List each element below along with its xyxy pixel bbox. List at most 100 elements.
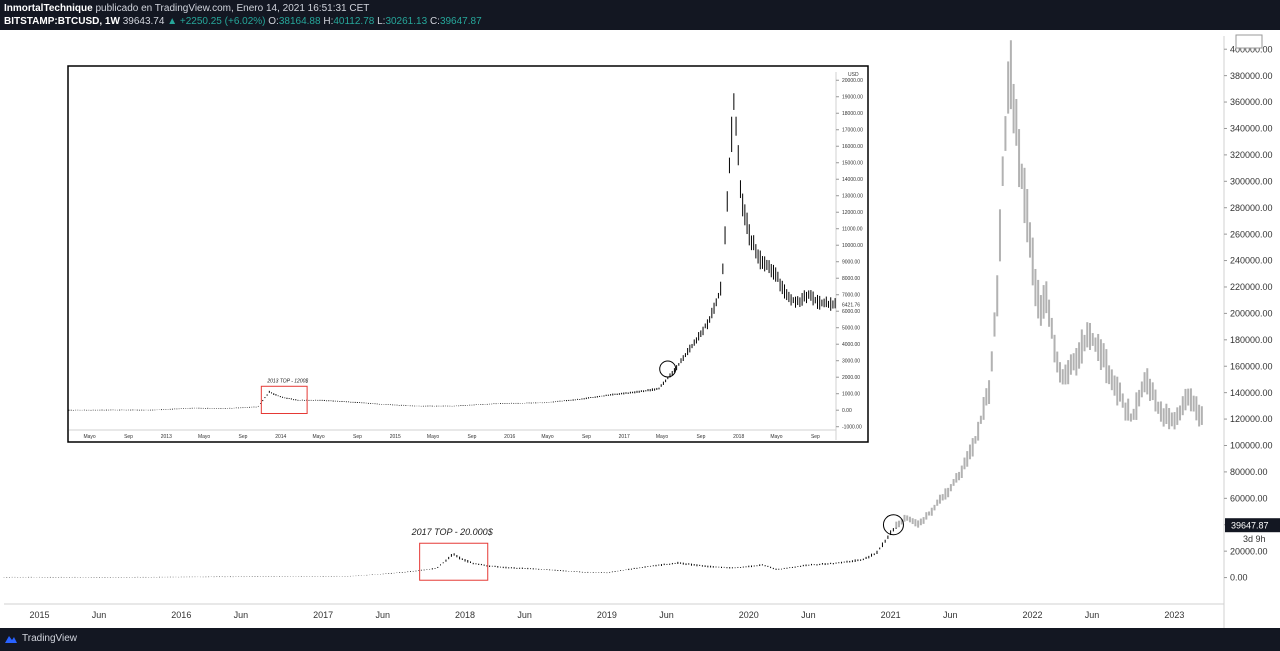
main-y-tick-label: 140000.00 — [1230, 388, 1273, 398]
main-y-tick-label: 360000.00 — [1230, 97, 1273, 107]
last-price-label: 39647.87 — [1231, 521, 1269, 531]
inset-y-tick-label: 10000.00 — [842, 243, 863, 249]
inset-y-tick-label: 15000.00 — [842, 160, 863, 166]
inset-y-tick-label: 9000.00 — [842, 259, 860, 265]
inset-y-tick-label: 16000.00 — [842, 144, 863, 150]
main-group: 0.0020000.0040000.0060000.0080000.001000… — [3, 34, 1273, 628]
inset-x-tick-label: Sep — [353, 434, 362, 440]
main-y-tick-label: 220000.00 — [1230, 282, 1273, 292]
main-y-tick-label: 200000.00 — [1230, 309, 1273, 319]
inset-last-price-label: 6421.76 — [842, 303, 860, 309]
symbol-info: BITSTAMP:BTCUSD, 1W 39643.74 ▲ +2250.25 … — [4, 16, 482, 27]
inset-x-tick-label: Mayo — [770, 434, 782, 440]
inset-group: -1000.00 0.00 1000.00 2000.00 3000.00 4000.00… — [68, 72, 863, 440]
inset-x-tick-label: 2013 — [161, 434, 172, 440]
low-value: 30261.13 — [385, 16, 428, 27]
main-x-tick-label: 2023 — [1164, 610, 1184, 620]
inset-x-tick-label: Mayo — [541, 434, 553, 440]
inset-x-tick-label: Mayo — [656, 434, 668, 440]
publish-text: publicado en TradingView.com, Enero 14, … — [95, 3, 370, 14]
main-top-highlight-box — [419, 542, 489, 581]
price-change: ▲ +2250.25 (+6.02%) — [167, 16, 266, 27]
inset-x-tick-label: Mayo — [83, 434, 95, 440]
main-x-tick-label: 2022 — [1022, 610, 1042, 620]
last-price-tag — [1225, 518, 1280, 533]
inset-y-tick-label: 2000.00 — [842, 375, 860, 381]
inset-top-annotation: 2013 TOP - 1200$ — [266, 378, 308, 384]
main-y-tick-label: 280000.00 — [1230, 203, 1273, 213]
main-x-tick-label: Jun — [92, 610, 107, 620]
inset-y-tick-label: 5000.00 — [842, 325, 860, 331]
inset-y-tick-label: 13000.00 — [842, 193, 863, 199]
chart-header: InmortalTechnique publicado en TradingVi… — [0, 0, 1280, 30]
high-value: 40112.78 — [333, 16, 375, 27]
main-breakout-circle — [882, 514, 904, 536]
inset-x-tick-label: Mayo — [198, 434, 210, 440]
main-y-tick-label: 380000.00 — [1230, 71, 1273, 81]
price-chart[interactable]: 0.0020000.0040000.0060000.0080000.001000… — [0, 30, 1280, 628]
inset-x-tick-label: 2016 — [504, 434, 515, 440]
inset-unit-label: USD — [848, 72, 859, 78]
main-y-tick-label: 20000.00 — [1230, 546, 1268, 556]
close-value: 39647.87 — [439, 16, 482, 27]
main-x-tick-label: 2018 — [455, 610, 475, 620]
symbol-label[interactable]: BITSTAMP:BTCUSD, 1W — [4, 16, 120, 27]
publish-info: InmortalTechnique publicado en TradingVi… — [4, 3, 369, 14]
inset-y-tick-label: 1000.00 — [842, 391, 860, 397]
main-y-tick-label: 120000.00 — [1230, 414, 1273, 424]
inset-x-tick-label: Mayo — [312, 434, 324, 440]
main-y-tick-label: 320000.00 — [1230, 150, 1273, 160]
main-y-tick-label: 340000.00 — [1230, 124, 1273, 134]
main-x-tick-label: 2019 — [597, 610, 617, 620]
inset-y-tick-label: 20000.00 — [842, 78, 863, 84]
inset-x-tick-label: 2018 — [733, 434, 744, 440]
usd-unit-box — [1235, 34, 1263, 49]
open-value: 38164.88 — [278, 16, 321, 27]
tradingview-logo-icon[interactable] — [4, 634, 18, 644]
open-label: O: — [268, 16, 279, 27]
main-y-tick-label: 180000.00 — [1230, 335, 1273, 345]
inset-x-tick-label: Sep — [582, 434, 591, 440]
main-x-tick-label: Jun — [1085, 610, 1100, 620]
inset-x-tick-label: Sep — [696, 434, 705, 440]
inset-y-tick-label: 17000.00 — [842, 127, 863, 133]
brand-name[interactable]: TradingView — [22, 633, 78, 644]
inset-x-tick-label: 2015 — [390, 434, 401, 440]
inset-y-tick-label: 4000.00 — [842, 342, 860, 348]
footer-bar: TradingView — [0, 628, 1280, 651]
countdown-label: 3d 9h — [1243, 534, 1266, 544]
close-label: C: — [429, 16, 440, 27]
main-x-tick-label: Jun — [659, 610, 674, 620]
author-name[interactable]: InmortalTechnique — [4, 3, 93, 14]
inset-y-tick-label: -1000.00 — [842, 424, 862, 430]
main-x-tick-label: Jun — [517, 610, 532, 620]
inset-y-tick-label: 6000.00 — [842, 309, 860, 315]
main-y-tick-label: 80000.00 — [1230, 467, 1268, 477]
inset-y-tick-label: 3000.00 — [842, 358, 860, 364]
inset-top-highlight-box — [260, 385, 308, 415]
inset-y-tick-label: 0.00 — [842, 408, 852, 414]
inset-y-tick-label: 18000.00 — [842, 111, 863, 117]
low-label: L: — [377, 16, 386, 27]
inset-x-tick-label: Sep — [468, 434, 477, 440]
inset-y-tick-label: 11000.00 — [842, 226, 863, 232]
inset-y-tick-label: 19000.00 — [842, 94, 863, 100]
main-x-tick-label: 2016 — [171, 610, 191, 620]
main-x-tick-label: 2020 — [739, 610, 759, 620]
main-y-tick-label: 160000.00 — [1230, 361, 1273, 371]
inset-x-tick-label: 2017 — [619, 434, 630, 440]
inset-y-tick-label: 8000.00 — [842, 276, 860, 282]
inset-breakout-circle — [659, 360, 677, 378]
inset-frame — [67, 65, 869, 443]
main-y-tick-label: 260000.00 — [1230, 229, 1273, 239]
main-x-tick-label: 2021 — [881, 610, 901, 620]
main-x-tick-label: Jun — [801, 610, 816, 620]
main-x-tick-label: 2015 — [29, 610, 49, 620]
inset-x-tick-label: Sep — [811, 434, 820, 440]
inset-y-tick-label: 12000.00 — [842, 210, 863, 216]
main-y-tick-label: 100000.00 — [1230, 441, 1273, 451]
main-y-tick-label: 300000.00 — [1230, 176, 1273, 186]
main-x-tick-label: Jun — [234, 610, 249, 620]
main-y-tick-label: 60000.00 — [1230, 493, 1268, 503]
inset-x-tick-label: Mayo — [427, 434, 439, 440]
